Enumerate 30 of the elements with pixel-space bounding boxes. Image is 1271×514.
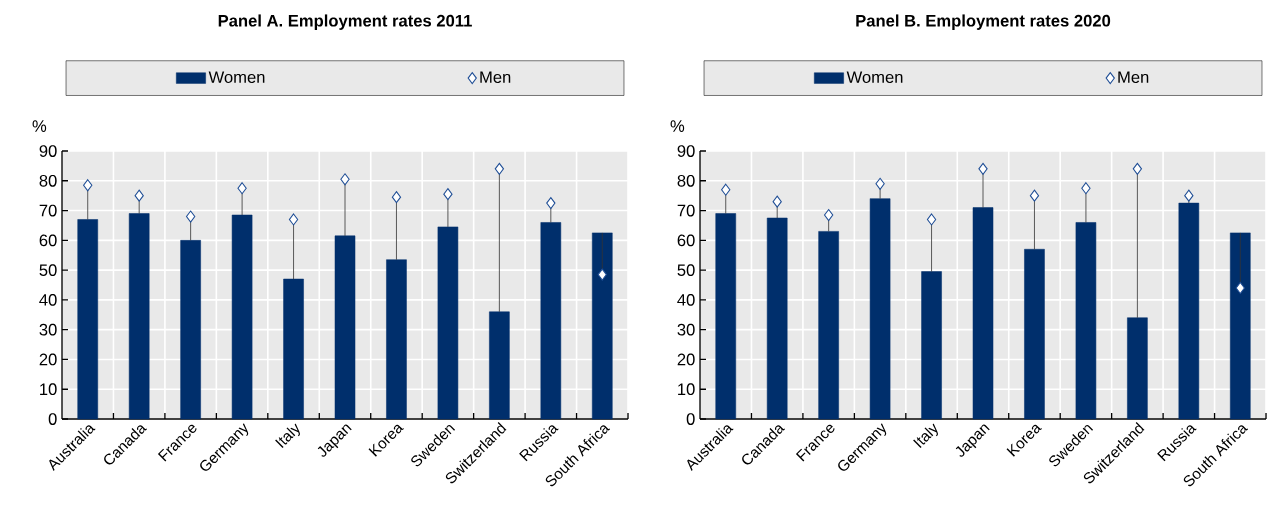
chart-title: Panel B. Employment rates 2020 <box>856 14 1111 30</box>
y-tick-label: 40 <box>39 294 57 306</box>
y-tick-label: 50 <box>677 264 695 276</box>
y-tick-label: 70 <box>39 204 57 217</box>
y-tick-label: 10 <box>40 383 57 396</box>
y-tick-label: 30 <box>39 323 57 336</box>
y-tick-label: 80 <box>39 174 57 187</box>
legend-label: Women <box>208 71 265 83</box>
y-tick-label: 40 <box>677 294 695 306</box>
y-tick-label: 0 <box>686 413 695 425</box>
legend-label: Men <box>480 71 511 83</box>
y-tick-label: 90 <box>677 145 695 157</box>
y-tick-label: 60 <box>677 234 695 247</box>
y-axis-title: % <box>32 120 47 132</box>
y-tick-label: 30 <box>677 323 695 336</box>
y-tick-label: 80 <box>677 174 695 187</box>
y-tick-label: 90 <box>39 145 57 157</box>
x-tick-label: Italy <box>913 423 938 448</box>
y-tick-label: 10 <box>678 383 695 396</box>
y-tick-label: 0 <box>48 413 57 425</box>
legend-label: Women <box>846 71 903 83</box>
y-axis-title: % <box>670 120 685 132</box>
y-tick-label: 60 <box>39 234 57 247</box>
y-tick-label: 70 <box>677 204 695 217</box>
y-tick-label: 20 <box>677 353 695 366</box>
chart-title: Panel A. Employment rates 2011 <box>218 14 472 30</box>
y-tick-label: 50 <box>39 264 57 276</box>
legend-label: Men <box>1118 71 1149 83</box>
x-tick-label: Italy <box>275 423 300 448</box>
y-tick-label: 20 <box>39 353 57 366</box>
